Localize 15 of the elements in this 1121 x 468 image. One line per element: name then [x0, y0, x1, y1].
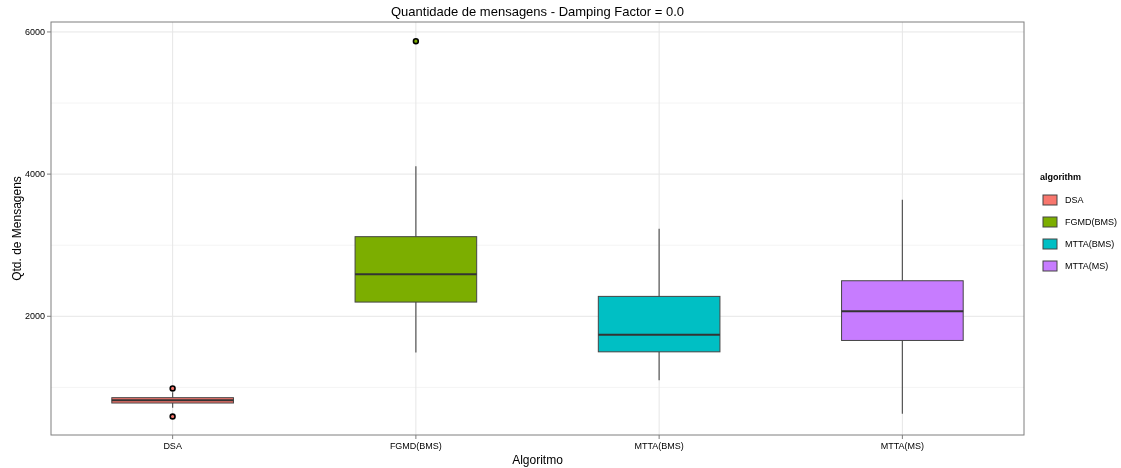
x-axis-title: Algoritmo [512, 453, 564, 467]
chart-title: Quantidade de mensagens - Damping Factor = 0.0 [390, 4, 685, 19]
y-tick-label: 2000 [24, 311, 45, 322]
legend-label: DSA [1065, 195, 1084, 205]
x-tick-label: MTTA(MS) [880, 441, 925, 451]
legend-title: algorithm [1040, 172, 1082, 182]
x-tick-label: FGMD(BMS) [389, 441, 442, 451]
x-tick-label: MTTA(BMS) [634, 441, 684, 451]
y-axis-title: Qtd. de Mensagens [10, 176, 24, 281]
legend-label: FGMD(BMS) [1065, 217, 1117, 227]
legend-label: MTTA(BMS) [1065, 239, 1115, 249]
x-tick-label: DSA [163, 441, 182, 451]
y-tick-label: 4000 [24, 169, 45, 179]
y-tick-label: 6000 [24, 26, 45, 37]
legend-label: MTTA(MS) [1065, 261, 1109, 271]
